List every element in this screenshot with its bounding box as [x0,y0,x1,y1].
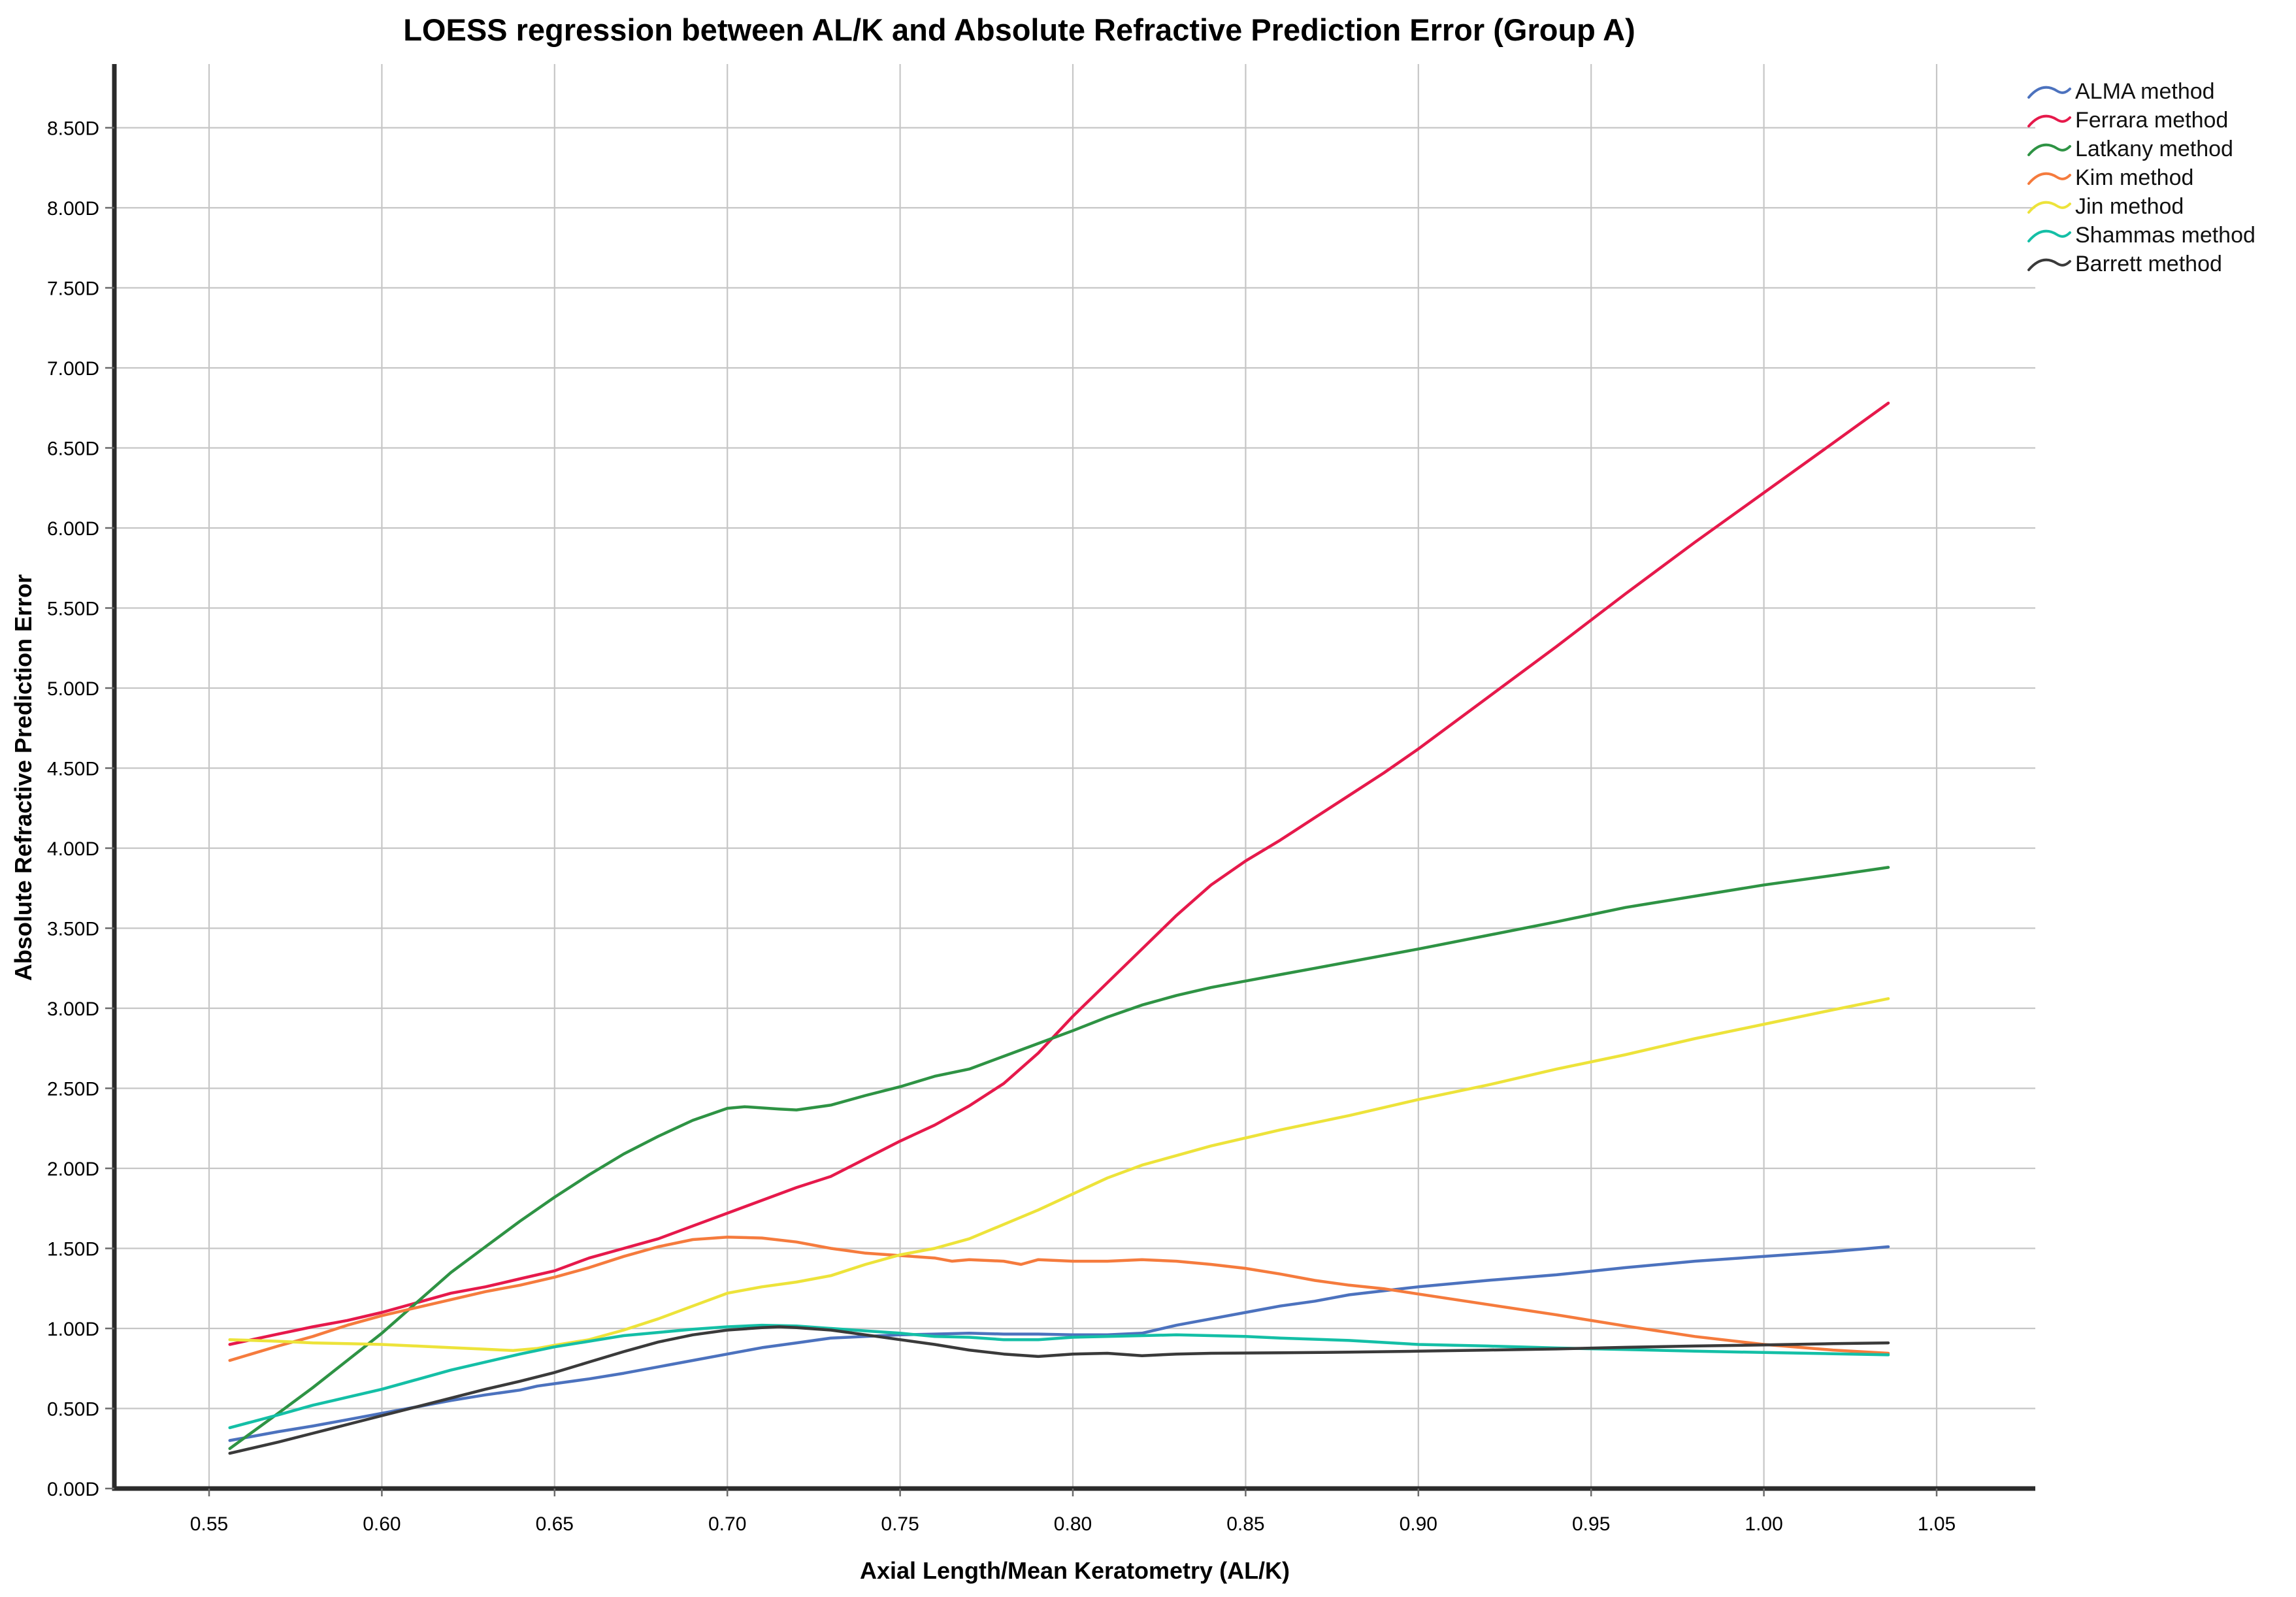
legend-label: Kim method [2075,165,2193,190]
x-tick-label: 0.60 [363,1513,401,1535]
y-tick-label: 1.00D [47,1319,99,1340]
legend-swatch-latkany-method-icon [2027,143,2071,156]
axes [112,64,2035,1491]
x-tick-label: 0.85 [1226,1513,1264,1535]
y-tick-label: 1.50D [47,1239,99,1260]
legend-swatch-jin-method-icon [2027,201,2071,214]
x-tick-label: 0.80 [1054,1513,1092,1535]
y-tick-label: 3.50D [47,919,99,940]
legend-swatch-kim-method-icon [2027,172,2071,185]
legend-item-kim-method: Kim method [2027,165,2193,190]
legend-item-barrett-method: Barrett method [2027,252,2222,276]
y-tick-label: 6.50D [47,438,99,460]
y-tick-label: 7.00D [47,358,99,380]
legend-label: Jin method [2075,194,2184,219]
y-tick-label: 0.00D [47,1479,99,1500]
legend-swatch-barrett-method-icon [2027,258,2071,271]
legend-item-alma-method: ALMA method [2027,79,2215,104]
chart-title: LOESS regression between AL/K and Absolu… [403,12,1635,47]
x-tick-label: 0.90 [1400,1513,1437,1535]
series-line-latkany-method [228,866,1890,1451]
x-tick-label: 1.00 [1745,1513,1782,1535]
y-tick-label: 2.50D [47,1079,99,1100]
gridlines [114,64,2035,1489]
series-lines [228,401,1890,1455]
tick-marks-and-labels: 0.55 0.60 0.65 0.70 0.75 0.80 0.85 0.90 0.95 1.00… [47,118,1956,1536]
legend-label: Ferrara method [2075,108,2228,133]
x-tick-label: 0.65 [536,1513,574,1535]
series-line-shammas-method [228,1323,1890,1430]
legend: ALMA method Ferrara method Latkany method K… [2027,79,2255,276]
legend-swatch-alma-method-icon [2027,86,2071,99]
legend-item-shammas-method: Shammas method [2027,223,2255,248]
y-tick-label: 6.00D [47,518,99,540]
x-axis-title: Axial Length/Mean Keratometry (AL/K) [860,1557,1290,1584]
x-tick-label: 1.05 [1918,1513,1956,1535]
series-line-kim-method [228,1236,1890,1362]
series-line-barrett-method [228,1325,1890,1455]
legend-item-ferrara-method: Ferrara method [2027,108,2228,133]
y-tick-label: 5.00D [47,678,99,700]
legend-item-jin-method: Jin method [2027,194,2184,219]
legend-item-latkany-method: Latkany method [2027,137,2233,161]
series-line-jin-method [228,997,1890,1353]
x-tick-label: 0.75 [881,1513,919,1535]
series-line-ferrara-method [228,401,1890,1346]
y-tick-label: 0.50D [47,1399,99,1421]
y-tick-label: 4.00D [47,838,99,860]
y-tick-label: 2.00D [47,1159,99,1180]
legend-label: Latkany method [2075,137,2233,161]
y-tick-label: 8.00D [47,198,99,220]
legend-swatch-shammas-method-icon [2027,229,2071,242]
legend-label: Barrett method [2075,252,2222,276]
legend-swatch-ferrara-method-icon [2027,114,2071,127]
y-tick-label: 5.50D [47,599,99,620]
legend-label: ALMA method [2075,79,2215,104]
y-tick-label: 8.50D [47,118,99,140]
y-tick-label: 4.50D [47,759,99,780]
x-tick-label: 0.95 [1572,1513,1610,1535]
y-tick-label: 7.50D [47,278,99,300]
y-axis-title: Absolute Refractive Prediction Error [10,574,37,981]
x-tick-label: 0.70 [708,1513,746,1535]
series-line-alma-method [228,1245,1890,1442]
y-tick-label: 3.00D [47,998,99,1020]
legend-label: Shammas method [2075,223,2255,248]
x-tick-label: 0.55 [190,1513,228,1535]
